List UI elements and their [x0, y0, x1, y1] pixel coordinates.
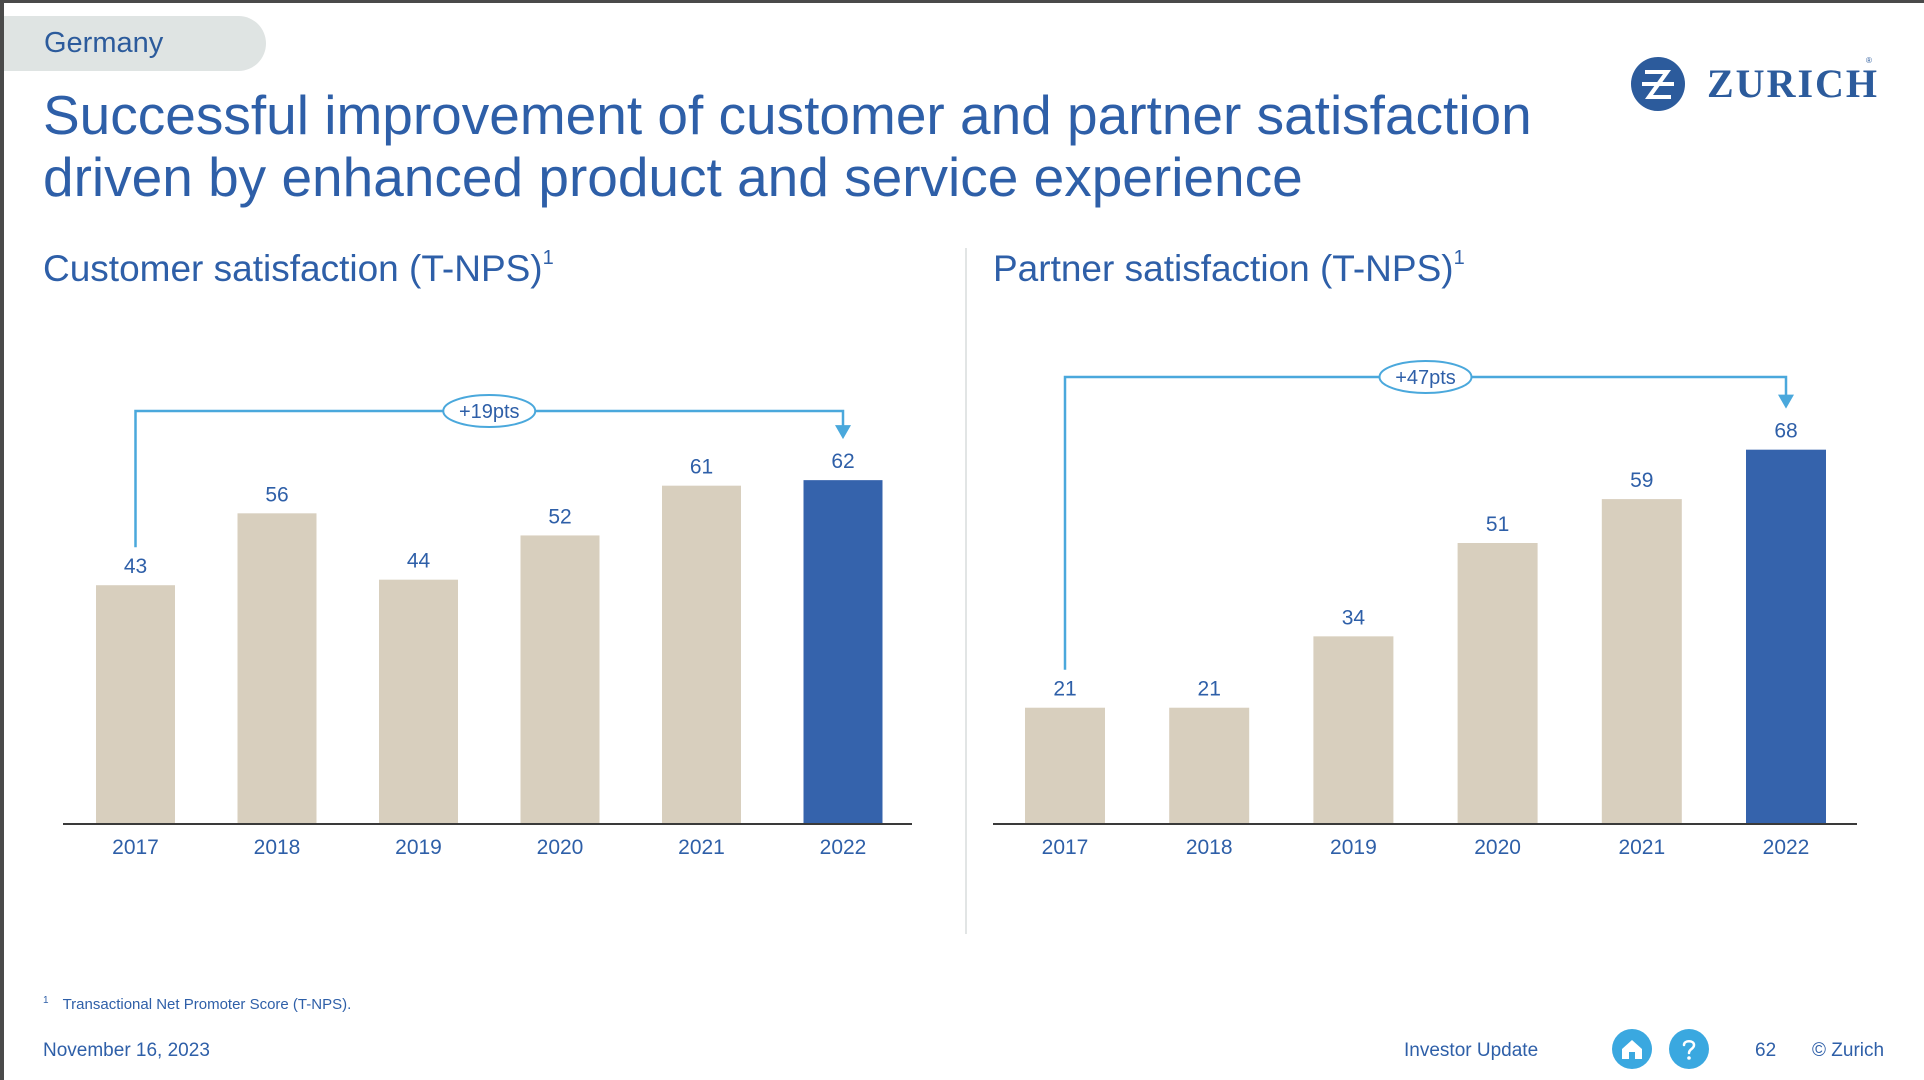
page-title-line-1: Successful improvement of customer and p…	[43, 84, 1532, 146]
footnote-marker: 1	[43, 995, 49, 1006]
customer-tick-label: 2018	[254, 836, 301, 859]
customer-arrow-head-icon	[835, 425, 851, 440]
partner-change-badge	[1378, 360, 1473, 394]
region-tag: Germany	[4, 16, 266, 71]
partner-value-label: 21	[1053, 678, 1076, 701]
customer-tick-label: 2019	[395, 836, 442, 859]
partner-bar-2022	[1746, 449, 1826, 823]
customer-value-label: 52	[548, 505, 571, 528]
customer-value-label: 61	[690, 456, 713, 479]
footer-label: Investor Update	[1404, 1040, 1539, 1061]
partner-tick-label: 2017	[1042, 836, 1089, 859]
partner-tick-label: 2020	[1474, 836, 1521, 859]
customer-bar-2020	[520, 535, 600, 823]
partner-bar-2018	[1169, 707, 1250, 823]
customer-change-badge	[442, 394, 537, 428]
customer-value-label: 44	[407, 550, 431, 573]
brand-name: ZURICH	[1707, 61, 1880, 106]
copyright: © Zurich	[1812, 1040, 1885, 1061]
customer-tick-label: 2017	[112, 836, 159, 859]
page-title: Successful improvement of customer and p…	[43, 84, 1623, 208]
customer-chart-title-sup: 1	[542, 246, 554, 269]
customer-tick-label: 2020	[537, 836, 584, 859]
help-icon	[1682, 1040, 1696, 1060]
partner-bar-2020	[1457, 543, 1538, 823]
partner-value-label: 68	[1774, 420, 1797, 443]
customer-bar-2021	[662, 485, 741, 823]
window-frame-top	[0, 0, 1924, 3]
customer-chart-title: Customer satisfaction (T-NPS)1	[43, 246, 554, 290]
footnote-text: Transactional Net Promoter Score (T-NPS)…	[62, 996, 352, 1013]
partner-chart-title: Partner satisfaction (T-NPS)1	[993, 246, 1465, 290]
customer-bar-2022	[803, 480, 883, 823]
customer-tick-label: 2021	[678, 836, 725, 859]
zurich-logo-icon	[1631, 57, 1685, 111]
page-number: 62	[1755, 1040, 1777, 1061]
partner-bar-2021	[1601, 499, 1682, 823]
partner-value-label: 59	[1630, 469, 1653, 492]
customer-value-label: 62	[831, 450, 854, 473]
partner-chart-title-text: Partner satisfaction (T-NPS)	[993, 248, 1454, 289]
customer-value-label: 43	[124, 555, 147, 578]
partner-bar-2019	[1313, 636, 1394, 823]
window-frame-left	[0, 0, 4, 1080]
customer-value-label: 56	[265, 483, 288, 506]
partner-tick-label: 2021	[1618, 836, 1665, 859]
customer-tick-label: 2022	[820, 836, 867, 859]
partner-value-label: 21	[1198, 678, 1221, 701]
page-title-line-2: driven by enhanced product and service e…	[43, 146, 1303, 208]
partner-tick-label: 2022	[1763, 836, 1810, 859]
customer-bar-2018	[237, 513, 317, 823]
partner-bar-2017	[1025, 707, 1105, 823]
customer-chart-title-text: Customer satisfaction (T-NPS)	[43, 248, 543, 289]
footnote: 1 Transactional Net Promoter Score (T-NPS…	[43, 995, 352, 1013]
help-button[interactable]	[1669, 1029, 1709, 1069]
home-button[interactable]	[1612, 1029, 1652, 1069]
footer-date: November 16, 2023	[43, 1040, 210, 1061]
chart-divider	[965, 248, 967, 934]
partner-tick-label: 2019	[1330, 836, 1377, 859]
brand-reg-mark: ®	[1866, 56, 1872, 65]
customer-change-label: +19pts	[459, 401, 520, 423]
customer-bar-2017	[96, 585, 175, 823]
partner-value-label: 51	[1486, 513, 1509, 536]
partner-arrow-head-icon	[1778, 394, 1794, 409]
partner-value-label: 34	[1342, 606, 1366, 629]
partner-tick-label: 2018	[1186, 836, 1233, 859]
customer-bar-2019	[379, 579, 458, 823]
partner-chart-title-sup: 1	[1453, 246, 1465, 269]
home-icon	[1622, 1040, 1642, 1059]
partner-change-label: +47pts	[1395, 367, 1456, 389]
